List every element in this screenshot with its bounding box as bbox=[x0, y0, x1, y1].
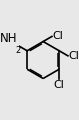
Text: NH: NH bbox=[0, 32, 18, 45]
Text: Cl: Cl bbox=[53, 31, 64, 41]
Text: Cl: Cl bbox=[69, 51, 79, 61]
Text: Cl: Cl bbox=[53, 80, 64, 90]
Text: 2: 2 bbox=[15, 46, 20, 55]
